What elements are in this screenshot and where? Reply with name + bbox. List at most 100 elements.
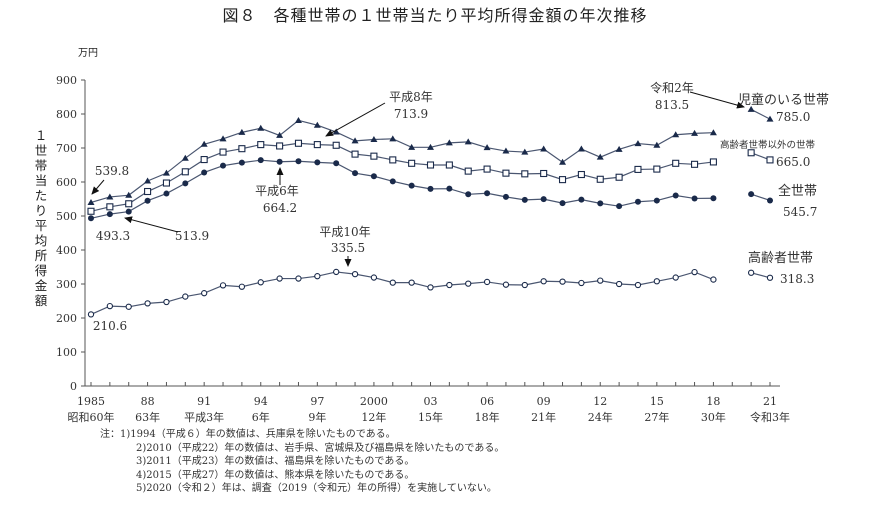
annotation-value: 493.3 [96, 229, 130, 243]
x-tick-era-label: 24年 [588, 410, 613, 424]
data-point-open-circle [465, 280, 472, 287]
y-tick-label: 200 [56, 312, 77, 325]
y-tick-label: 0 [70, 380, 77, 393]
data-point-open-circle [483, 278, 491, 286]
data-point-triangle [747, 105, 755, 112]
data-point-triangle [709, 129, 717, 136]
data-point-triangle [87, 198, 95, 205]
x-tick-label: 06 [480, 395, 494, 408]
data-point-open-circle [144, 300, 151, 307]
footnotes: 注：1)1994（平成６）年の数値は、兵庫県を除いたものである。 2)2010（… [100, 428, 504, 496]
data-point-circle [352, 170, 359, 177]
x-tick-era-label: 18年 [475, 410, 500, 424]
data-point-triangle [408, 143, 416, 150]
data-point-triangle [162, 169, 170, 176]
annotation-arrow [91, 179, 105, 195]
data-point-square [313, 141, 321, 149]
data-point-square [615, 173, 623, 181]
x-tick-label: 18 [706, 395, 720, 408]
x-tick-label: 12 [593, 395, 607, 408]
data-point-circle [540, 196, 547, 203]
data-point-square [87, 207, 95, 215]
data-point-triangle [313, 121, 321, 128]
data-point-triangle [294, 116, 302, 123]
data-point-square [389, 156, 397, 164]
data-point-open-circle [370, 274, 378, 281]
data-point-square [276, 142, 284, 150]
unit-label: 万円 [78, 48, 98, 59]
data-point-square [162, 179, 170, 187]
data-point-triangle [181, 154, 189, 161]
data-point-triangle [238, 128, 246, 135]
data-point-open-circle [87, 311, 95, 318]
data-point-circle [163, 190, 170, 197]
data-point-triangle [370, 136, 378, 142]
data-point-circle [616, 203, 623, 210]
x-tick-era-label: 30年 [701, 410, 726, 424]
data-point-square [747, 149, 755, 157]
data-point-circle [389, 178, 396, 185]
data-point-circle [238, 159, 245, 166]
data-point-circle [182, 180, 189, 187]
data-point-circle [88, 215, 94, 222]
series-line-recent [750, 193, 771, 202]
series-last-value: 545.7 [783, 205, 817, 219]
x-tick-era-label: 昭和60年 [68, 410, 115, 424]
data-point-triangle [540, 145, 548, 152]
data-point-square [125, 200, 133, 208]
data-point-triangle [464, 138, 472, 145]
data-point-open-circle [653, 278, 660, 285]
data-point-open-circle [333, 268, 340, 276]
data-point-open-circle [106, 302, 114, 310]
data-point-circle [408, 182, 415, 189]
x-tick-era-label: 9年 [308, 410, 326, 424]
x-tick-label: 1985 [77, 395, 105, 408]
annotation-label: 平成10年 [319, 225, 370, 239]
series-last-value: 318.3 [780, 272, 814, 286]
data-point-triangle [672, 131, 680, 138]
data-point-triangle [200, 140, 208, 147]
data-point-circle [295, 158, 302, 165]
data-point-square [200, 156, 208, 164]
data-point-open-circle [351, 270, 359, 278]
data-point-triangle [427, 143, 434, 150]
data-point-open-circle [314, 273, 321, 280]
x-tick-era-label: 27年 [644, 410, 669, 424]
x-tick-era-label: 平成3年 [184, 410, 224, 424]
data-point-open-circle [163, 298, 170, 306]
data-point-open-circle [427, 284, 434, 291]
data-point-open-circle [389, 279, 396, 286]
annotation-value: 813.5 [655, 98, 689, 112]
data-point-circle [767, 197, 773, 204]
data-point-circle [125, 208, 132, 215]
data-point-triangle [106, 193, 114, 200]
data-point-triangle [502, 147, 510, 154]
data-point-circle [333, 160, 340, 167]
data-point-open-circle [691, 268, 698, 276]
data-point-circle [427, 185, 434, 192]
data-point-square [181, 168, 189, 176]
series-line-recent [750, 272, 771, 279]
data-point-triangle [653, 141, 661, 148]
data-point-square [106, 203, 114, 211]
x-tick-era-label: 6年 [252, 410, 270, 424]
y-tick-label: 600 [56, 176, 77, 189]
data-point-open-circle [125, 303, 132, 310]
data-point-open-circle [182, 293, 189, 300]
data-point-triangle [559, 158, 567, 165]
data-point-circle [465, 191, 472, 198]
data-point-triangle [257, 124, 265, 131]
data-point-open-circle [540, 278, 547, 285]
x-tick-era-label: 63年 [135, 410, 160, 424]
data-point-open-circle [710, 276, 717, 283]
data-point-circle [597, 200, 604, 207]
data-point-square [257, 141, 265, 149]
data-point-triangle [351, 137, 359, 144]
series-label: 全世帯 [778, 183, 817, 199]
data-point-open-circle [597, 277, 604, 284]
y-tick-label: 500 [56, 210, 77, 223]
y-tick-label: 700 [56, 142, 77, 155]
x-tick-label: 91 [197, 395, 211, 408]
